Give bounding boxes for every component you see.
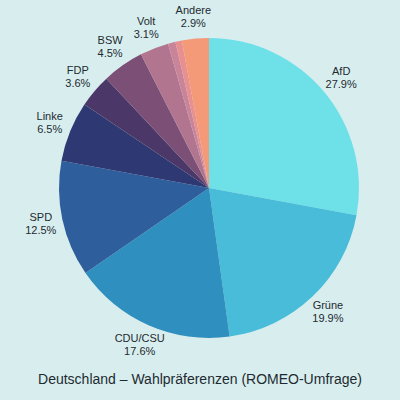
data-label: 3.1% — [134, 28, 159, 40]
slice — [209, 188, 357, 337]
slice-label: Andere — [176, 4, 211, 16]
slice-label: Grüne — [313, 299, 344, 311]
slice-label: BSW — [98, 34, 124, 46]
chart: AfD27.9% Grüne19.9% CDU/CSU17.6% SPD12.5% Li… — [0, 0, 400, 400]
data-label: 6.5% — [37, 123, 62, 135]
slices — [59, 38, 359, 338]
title: Deutschland – Wahlpräferenzen (ROMEO-Umf… — [38, 371, 362, 387]
slice — [209, 38, 359, 215]
data-label: 19.9% — [312, 312, 343, 324]
data-label: 2.9% — [181, 17, 206, 29]
data-label: 3.6% — [65, 77, 90, 89]
slice — [182, 38, 209, 188]
slice-label: SPD — [29, 211, 52, 223]
slice-label: Linke — [37, 110, 63, 122]
labels: AfD27.9% Grüne19.9% CDU/CSU17.6% SPD12.5% Li… — [25, 4, 357, 358]
slice-label: CDU/CSU — [115, 332, 165, 344]
slice-label: Volt — [137, 15, 155, 27]
data-label: 4.5% — [98, 47, 123, 59]
slice-label: AfD — [332, 65, 350, 77]
data-label: 12.5% — [25, 224, 56, 236]
slice-label: FDP — [67, 64, 89, 76]
data-label: 27.9% — [326, 78, 357, 90]
data-label: 17.6% — [124, 345, 155, 357]
